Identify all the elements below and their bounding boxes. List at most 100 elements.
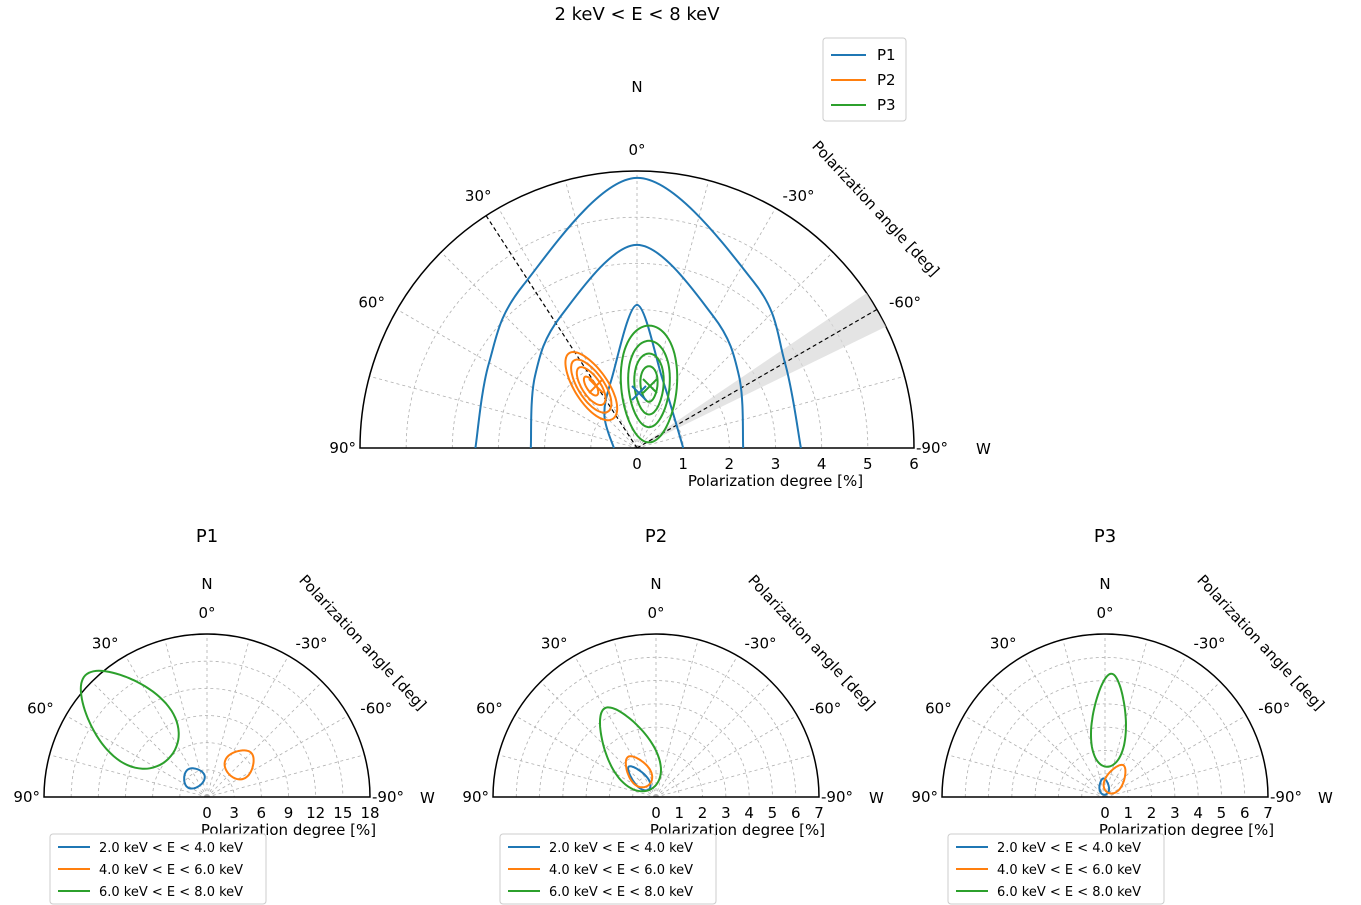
angle-tick-label: 30° xyxy=(990,635,1017,653)
north-label: N xyxy=(650,575,661,593)
west-label: W xyxy=(420,789,435,807)
radius-tick-label: 6 xyxy=(1240,804,1250,822)
series-1-contour xyxy=(1098,777,1111,796)
p2-contour-2 xyxy=(575,366,607,407)
polar-frame xyxy=(941,633,1269,798)
radius-tick-label: 7 xyxy=(814,804,824,822)
grid-spoke xyxy=(540,681,657,798)
grid-spoke xyxy=(613,639,657,798)
grid-spoke xyxy=(1104,754,1263,798)
grid-arc xyxy=(1081,773,1129,798)
legend-label: 4.0 keV < E < 6.0 keV xyxy=(99,863,243,878)
p1-contour-1 xyxy=(603,303,685,449)
radius-tick-label: 18 xyxy=(360,804,379,822)
grid-spoke xyxy=(1023,655,1106,798)
p3-best-fit-marker xyxy=(642,378,658,394)
series-2-contour xyxy=(624,755,654,789)
angle-tick-label: -30° xyxy=(783,187,815,205)
grid-spoke xyxy=(655,639,699,798)
p2-best-fit-marker xyxy=(588,378,604,394)
chart-title: 2 keV < E < 8 keV xyxy=(554,4,720,25)
radius-tick-label: 5 xyxy=(863,455,873,473)
legend-box xyxy=(499,833,717,905)
grid-spoke xyxy=(206,681,323,798)
radius-tick-label: 15 xyxy=(333,804,352,822)
grid-arc xyxy=(964,657,1246,798)
radius-tick-label: 5 xyxy=(768,804,778,822)
angle-tick-label: 90° xyxy=(462,788,489,806)
angle-tick-label: 30° xyxy=(541,635,568,653)
grid-spoke xyxy=(1062,639,1106,798)
grid-spoke xyxy=(498,207,638,449)
grid-arc xyxy=(1034,726,1176,798)
radius-tick-label: 3 xyxy=(771,455,781,473)
chart-title: P1 xyxy=(196,526,218,547)
angle-tick-label: -30° xyxy=(1194,635,1226,653)
radius-tick-label: 6 xyxy=(791,804,801,822)
polar-frame xyxy=(43,633,371,798)
grid-spoke xyxy=(655,715,798,798)
p1-best-fit-marker xyxy=(631,385,647,401)
grid-spoke xyxy=(655,655,738,798)
series-2-contour xyxy=(1102,763,1127,795)
reference-band xyxy=(637,293,886,448)
legend: 2.0 keV < E < 4.0 keV 4.0 keV < E < 6.0 k… xyxy=(49,833,267,905)
polar-frame xyxy=(359,170,915,449)
legend-label: 2.0 keV < E < 4.0 keV xyxy=(549,841,693,856)
legend-label: 2.0 keV < E < 4.0 keV xyxy=(99,841,243,856)
radius-tick-label: 7 xyxy=(1263,804,1273,822)
p1-contour-2 xyxy=(529,243,745,449)
grid-arc xyxy=(562,703,750,798)
north-label: N xyxy=(201,575,212,593)
grid-arc xyxy=(125,715,289,798)
angle-tick-label: 90° xyxy=(13,788,40,806)
angle-tick-label: -30° xyxy=(745,635,777,653)
angle-tick-label: 30° xyxy=(92,635,119,653)
angle-tick-label: -90° xyxy=(1270,788,1302,806)
angle-tick-label: -90° xyxy=(372,788,404,806)
p2-contour-4 xyxy=(564,351,619,422)
legend: 2.0 keV < E < 4.0 keV 4.0 keV < E < 6.0 k… xyxy=(499,833,717,905)
grid-spoke xyxy=(636,251,834,449)
legend-label: P1 xyxy=(877,46,896,64)
radius-tick-label: 4 xyxy=(817,455,827,473)
angle-tick-label: -60° xyxy=(360,700,392,718)
angle-tick-label: 0° xyxy=(647,604,664,622)
series-3-contour xyxy=(1089,672,1127,768)
radius-tick-label: 9 xyxy=(284,804,294,822)
series-1-contour xyxy=(183,767,206,790)
grid-arc xyxy=(1058,750,1152,798)
chart-title: P2 xyxy=(645,526,667,547)
grid-spoke xyxy=(636,207,776,449)
grid-spoke xyxy=(1104,655,1187,798)
grid-spoke xyxy=(49,754,208,798)
grid-arc xyxy=(585,726,727,798)
radius-tick-label: 1 xyxy=(675,804,685,822)
grid-arc xyxy=(70,660,344,798)
reference-line xyxy=(485,215,638,449)
radius-tick-label: 3 xyxy=(721,804,731,822)
p1-contour-3 xyxy=(474,176,802,449)
angle-tick-label: 90° xyxy=(329,439,356,457)
grid-arc xyxy=(451,262,823,449)
legend-box xyxy=(49,833,267,905)
x-axis-label: Polarization degree [%] xyxy=(688,472,863,490)
north-label: N xyxy=(1099,575,1110,593)
angle-tick-label: -60° xyxy=(889,294,921,312)
radius-tick-label: 12 xyxy=(306,804,325,822)
legend-label: 6.0 keV < E < 8.0 keV xyxy=(99,885,243,900)
west-label: W xyxy=(869,789,884,807)
grid-spoke xyxy=(636,180,710,449)
grid-spoke xyxy=(655,681,772,798)
grid-spoke xyxy=(963,715,1106,798)
grid-arc xyxy=(515,656,797,798)
legend-label: 4.0 keV < E < 6.0 keV xyxy=(549,863,693,878)
radius-tick-label: 6 xyxy=(257,804,267,822)
legend-box xyxy=(947,833,1165,905)
polar-frame xyxy=(492,633,820,798)
radius-tick-label: 6 xyxy=(909,455,919,473)
grid-spoke xyxy=(574,655,657,798)
angle-tick-label: 0° xyxy=(628,141,645,159)
west-label: W xyxy=(1318,789,1333,807)
